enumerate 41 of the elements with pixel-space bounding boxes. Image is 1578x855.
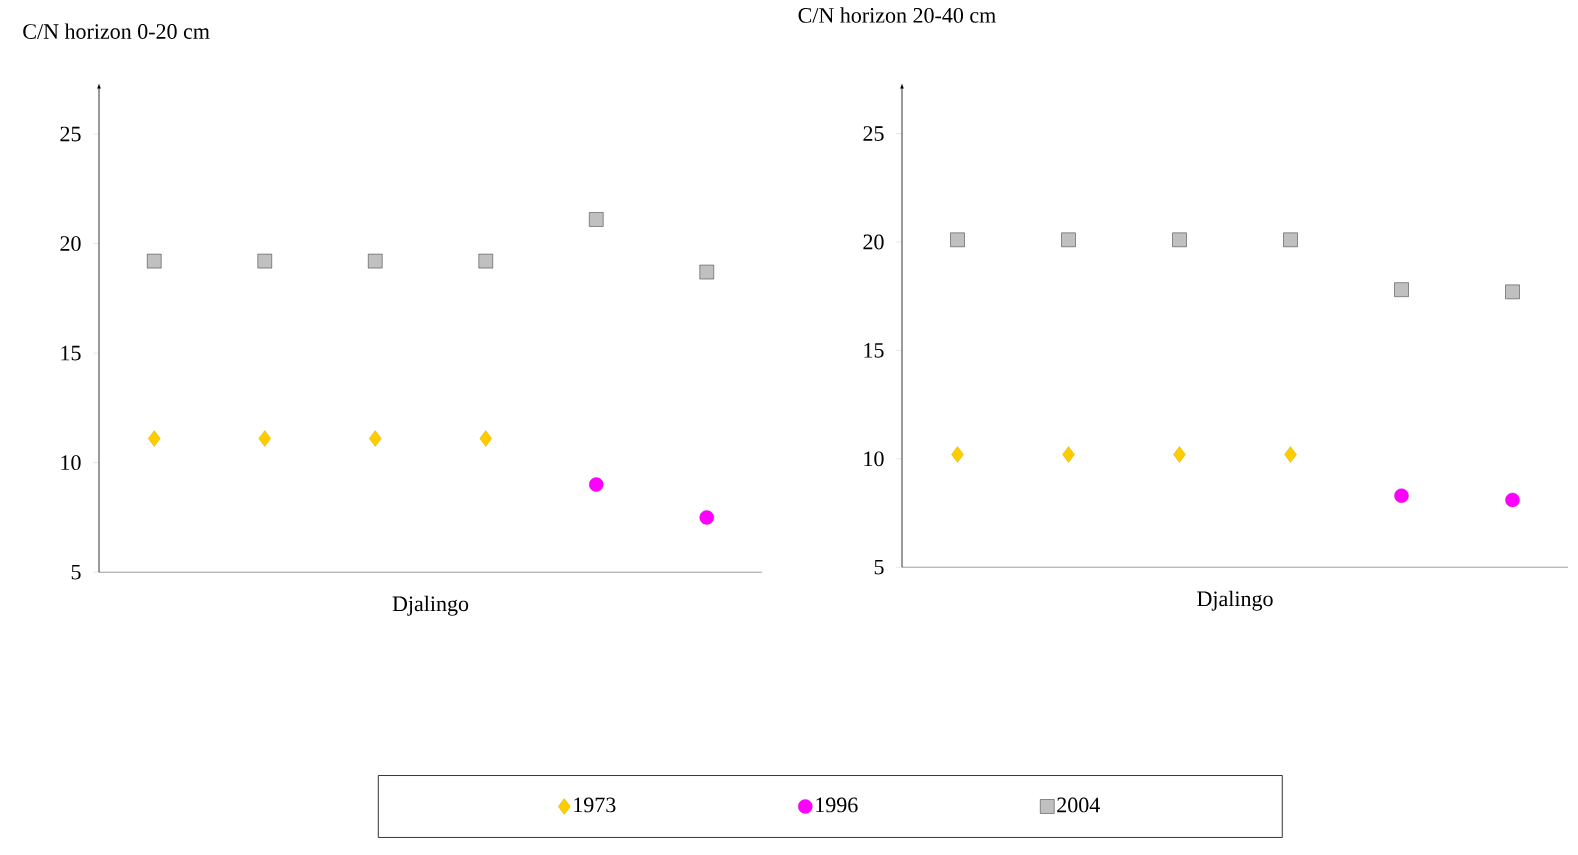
legend-label: 1996	[816, 797, 858, 813]
y-tick-label: 5	[874, 559, 884, 575]
point	[950, 232, 965, 247]
y-tick-label: 10	[61, 455, 81, 470]
point	[258, 430, 271, 447]
point	[589, 212, 604, 227]
point	[951, 446, 964, 463]
chart-title: C/N horizon 0-20 cm	[23, 23, 210, 39]
point	[368, 253, 383, 269]
point	[479, 430, 492, 447]
point	[1172, 232, 1187, 247]
y-tick-label: 15	[864, 342, 884, 358]
point	[1061, 232, 1076, 247]
legend-label: 2004	[1057, 797, 1100, 813]
point	[1505, 492, 1520, 508]
point	[1062, 446, 1075, 463]
y-tick-label: 10	[864, 451, 884, 467]
y-tick-label: 25	[60, 126, 81, 142]
point	[478, 253, 493, 269]
y-tick-label: 15	[61, 345, 81, 361]
legend-label: 1973	[574, 797, 616, 813]
point	[147, 253, 162, 269]
point	[1283, 232, 1298, 247]
point	[589, 477, 604, 492]
point	[1173, 446, 1186, 463]
y-tick-label: 5	[71, 564, 81, 580]
chart-title: C/N horizon 20-40 cm	[798, 7, 996, 23]
point	[148, 430, 161, 447]
point	[1505, 284, 1520, 299]
point	[1284, 446, 1297, 463]
point	[699, 264, 714, 280]
point	[369, 430, 382, 447]
point	[1394, 282, 1409, 297]
y-tick-label: 20	[863, 234, 884, 250]
point	[1394, 488, 1409, 503]
y-tick-label: 25	[863, 126, 884, 141]
x-axis-title: Djalingo	[1197, 590, 1273, 611]
point	[699, 510, 714, 525]
point	[257, 253, 272, 269]
y-tick-label: 20	[60, 236, 81, 251]
x-axis-title: Djalingo	[392, 595, 469, 616]
